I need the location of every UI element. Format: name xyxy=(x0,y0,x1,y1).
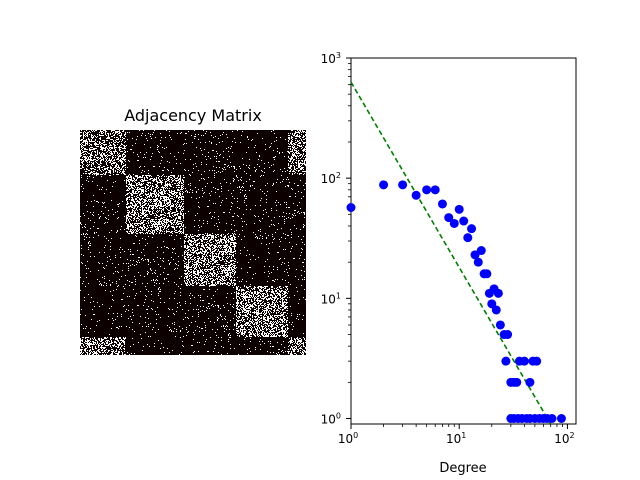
data-point xyxy=(473,257,483,267)
data-point xyxy=(467,224,477,234)
data-point xyxy=(495,320,505,330)
data-point xyxy=(519,356,529,366)
data-point xyxy=(476,246,486,256)
y-tick-label: 100 xyxy=(321,412,341,427)
data-point xyxy=(491,305,501,315)
x-axis-label: Degree xyxy=(439,461,486,476)
data-point xyxy=(398,180,408,190)
data-point xyxy=(512,377,522,387)
y-tick-label: 103 xyxy=(321,51,341,66)
adjacency-title: Adjacency Matrix xyxy=(124,106,262,125)
data-point xyxy=(482,269,492,279)
data-point xyxy=(437,199,447,209)
degree-scatter-plot: 100 101 102 100 101 102 103 Degree xyxy=(321,51,577,476)
data-point xyxy=(463,233,473,243)
y-tick-label: 101 xyxy=(321,291,341,306)
data-point xyxy=(547,414,557,424)
plot-area xyxy=(350,57,577,425)
data-point xyxy=(470,250,480,260)
data-point xyxy=(379,180,389,190)
data-point xyxy=(449,218,459,228)
fit-line xyxy=(350,81,552,425)
data-point xyxy=(422,185,432,195)
y-tick-label: 102 xyxy=(321,171,341,186)
data-point xyxy=(532,356,542,366)
data-point xyxy=(444,213,454,223)
x-tick-label: 100 xyxy=(338,431,358,446)
data-point xyxy=(556,414,566,424)
data-point xyxy=(430,185,440,195)
scatter-points xyxy=(346,180,566,424)
data-point xyxy=(411,190,421,200)
data-point xyxy=(346,203,356,213)
data-point xyxy=(459,216,469,226)
data-point xyxy=(501,356,511,366)
data-point xyxy=(503,330,513,340)
x-tick-label: 101 xyxy=(446,431,466,446)
axis-ticks: 100 101 102 100 101 102 103 xyxy=(321,51,575,446)
x-tick-label: 102 xyxy=(554,431,574,446)
data-point xyxy=(493,288,503,298)
data-point xyxy=(525,377,535,387)
data-point xyxy=(454,204,464,214)
adjacency-matrix-heatmap xyxy=(80,130,306,355)
